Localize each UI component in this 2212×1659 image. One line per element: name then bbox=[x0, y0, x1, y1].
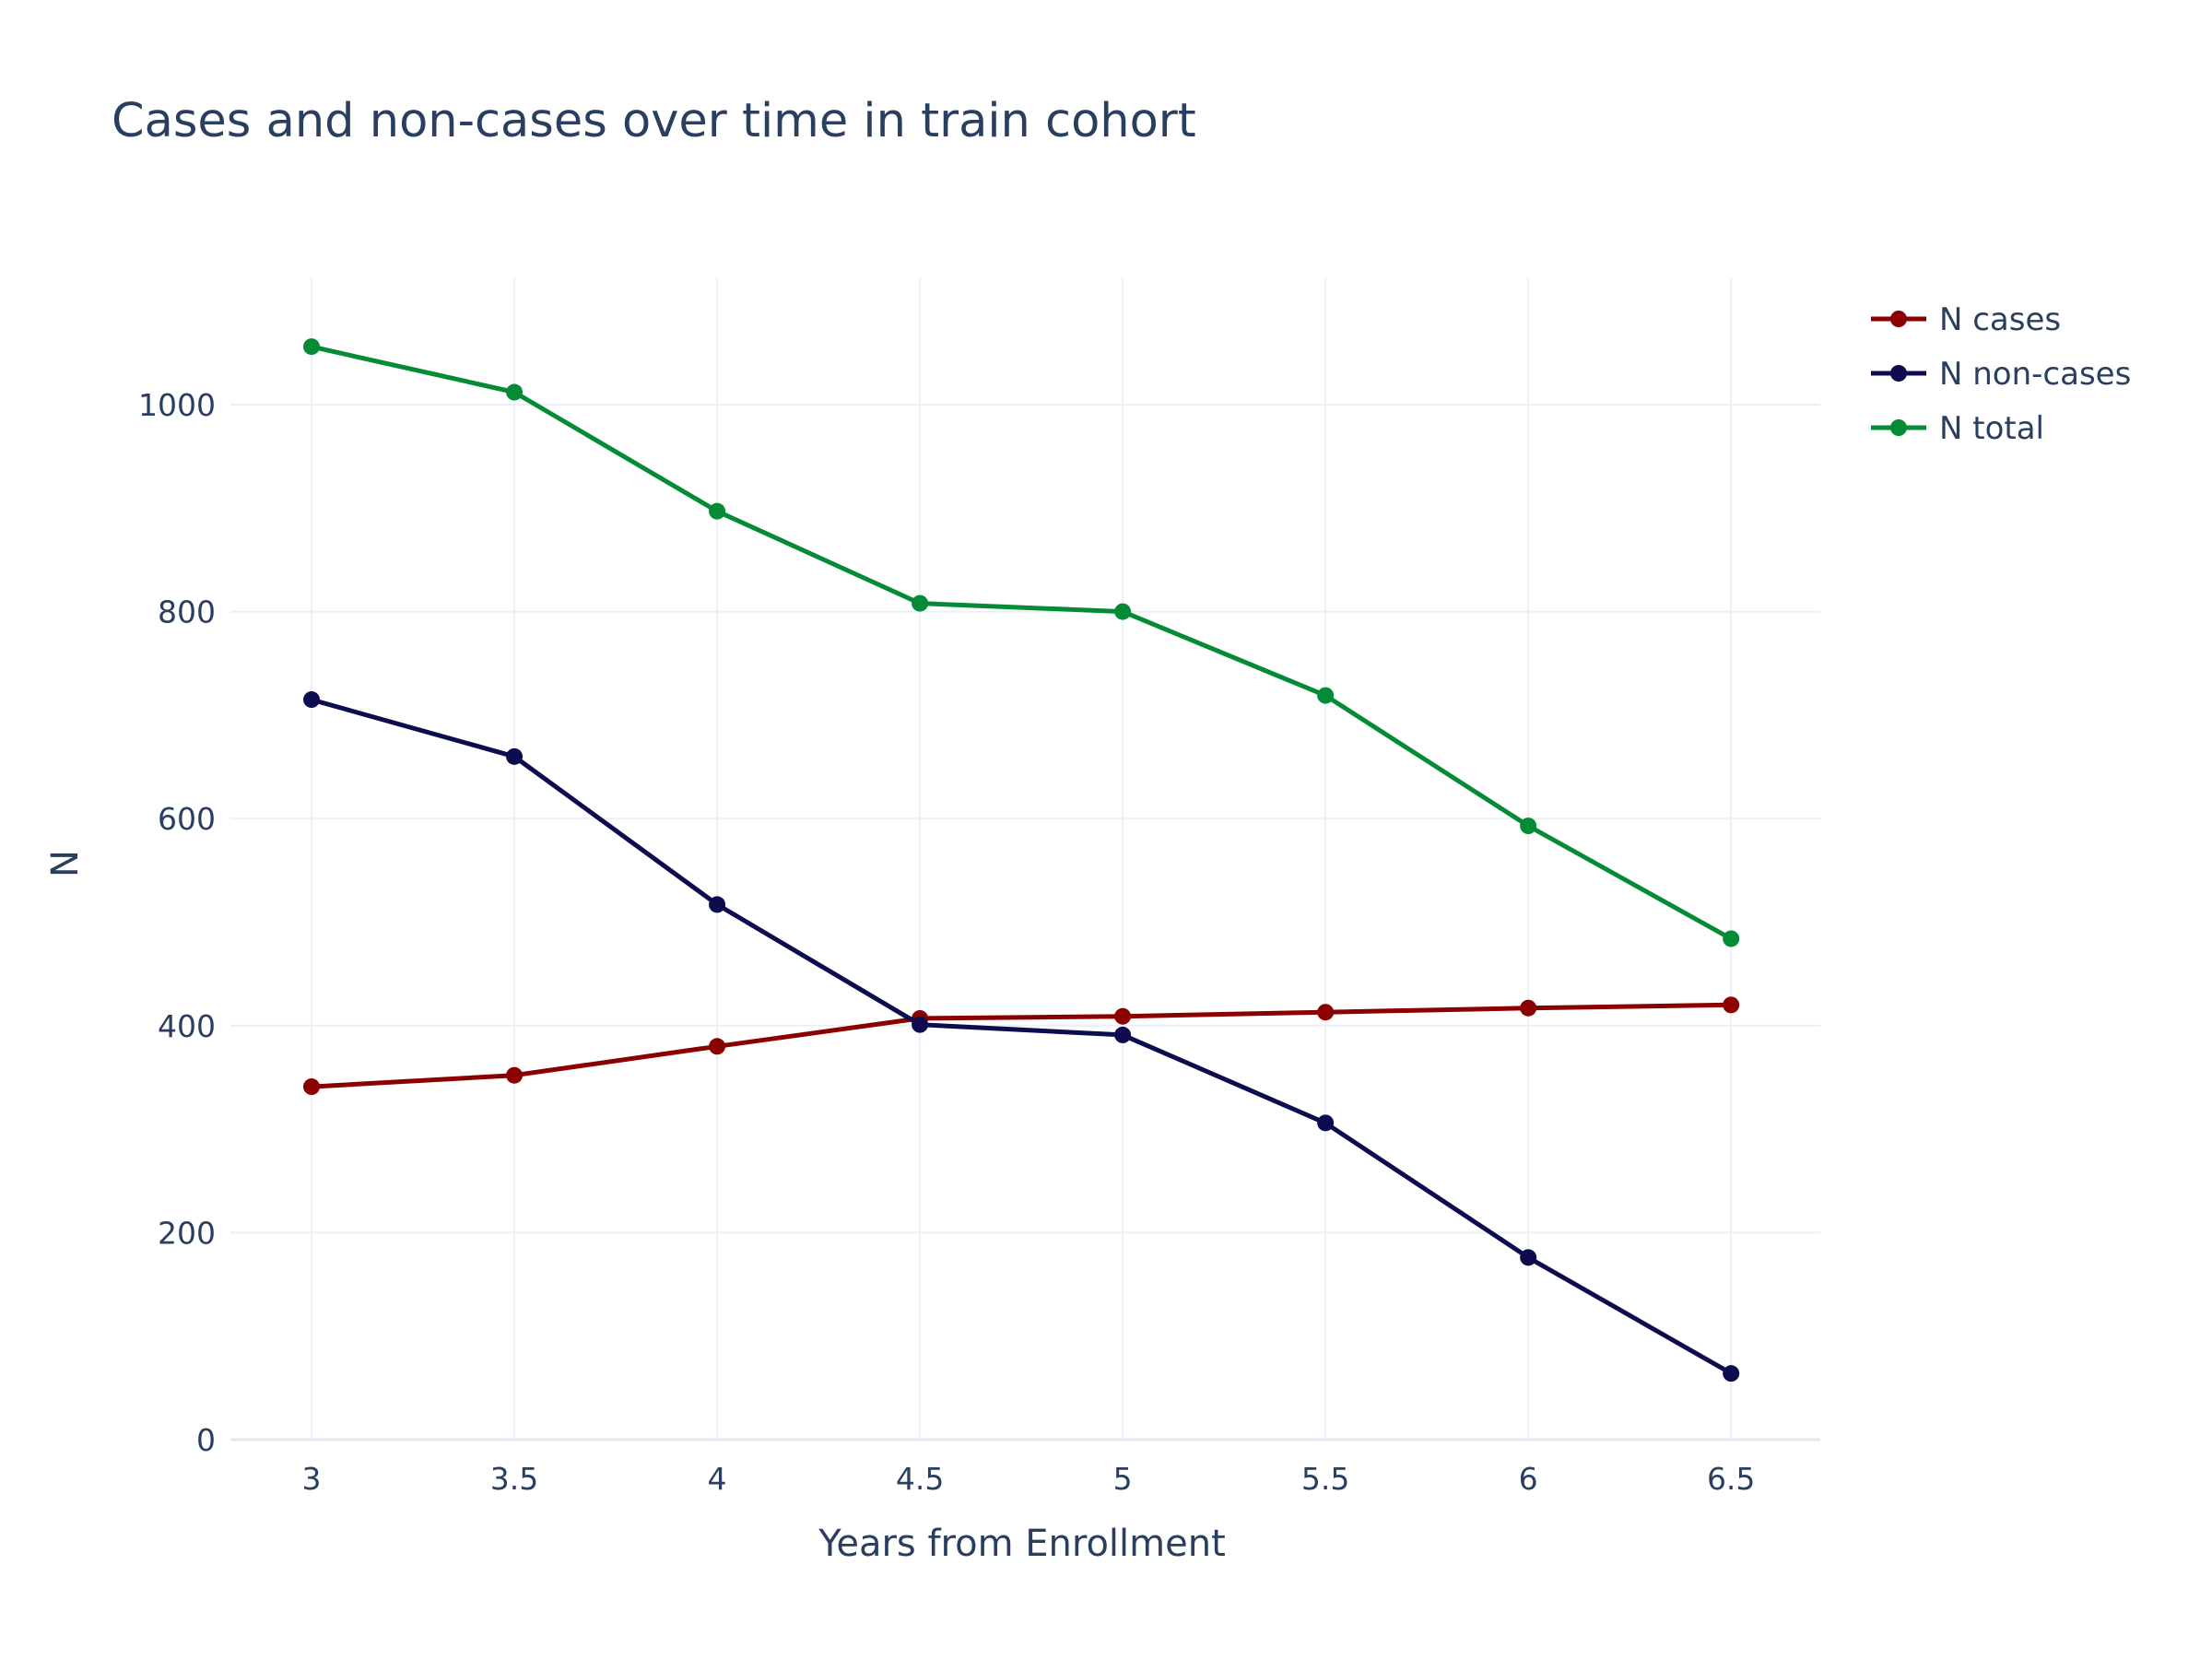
legend-item-n-cases[interactable]: N cases bbox=[1871, 301, 2061, 338]
data-point-n-total[interactable] bbox=[1114, 603, 1132, 620]
data-point-n-total[interactable] bbox=[1520, 818, 1537, 835]
y-tick-label: 0 bbox=[196, 1422, 216, 1458]
y-tick-label: 200 bbox=[158, 1215, 216, 1251]
x-tick-label: 6.5 bbox=[1707, 1461, 1755, 1497]
data-point-n-total[interactable] bbox=[1723, 930, 1740, 947]
data-point-n-total[interactable] bbox=[1317, 687, 1335, 704]
legend[interactable]: N cases N non-cases N total bbox=[1871, 301, 2131, 447]
data-point-n-non-cases[interactable] bbox=[1114, 1026, 1132, 1043]
legend-swatch-marker bbox=[1890, 311, 1907, 327]
data-point-n-non-cases[interactable] bbox=[1317, 1114, 1335, 1132]
x-tick-label: 4 bbox=[708, 1461, 727, 1497]
series-line-n-non-cases bbox=[309, 697, 1734, 1376]
x-tick-label: 6 bbox=[1519, 1461, 1538, 1497]
data-point-n-non-cases[interactable] bbox=[1520, 1249, 1537, 1266]
legend-swatch-marker bbox=[1890, 365, 1907, 382]
x-tick-label: 3 bbox=[302, 1461, 322, 1497]
series-line-n-cases bbox=[309, 1002, 1734, 1089]
data-point-n-total[interactable] bbox=[303, 338, 321, 356]
data-point-n-cases[interactable] bbox=[303, 1078, 321, 1096]
series-line-n-total bbox=[309, 344, 1734, 941]
y-tick-label: 800 bbox=[158, 594, 216, 630]
data-point-n-cases[interactable] bbox=[1317, 1004, 1335, 1021]
x-axis-title: Years from Enrollment bbox=[818, 1523, 1226, 1565]
legend-item-n-non-cases[interactable]: N non-cases bbox=[1871, 356, 2131, 393]
x-tick-label: 3.5 bbox=[490, 1461, 538, 1497]
y-tick-label: 600 bbox=[158, 801, 216, 837]
y-tick-label: 1000 bbox=[138, 387, 216, 423]
data-point-n-total[interactable] bbox=[912, 594, 929, 612]
data-point-n-non-cases[interactable] bbox=[506, 747, 524, 765]
data-point-n-cases[interactable] bbox=[506, 1066, 524, 1084]
data-point-n-cases[interactable] bbox=[1723, 996, 1740, 1014]
data-point-n-total[interactable] bbox=[709, 502, 726, 520]
plot-area bbox=[303, 338, 1740, 1382]
grid bbox=[230, 278, 1820, 1441]
legend-label: N total bbox=[1939, 410, 2044, 447]
data-point-n-cases[interactable] bbox=[1520, 999, 1537, 1017]
legend-label: N cases bbox=[1939, 301, 2061, 338]
data-point-n-non-cases[interactable] bbox=[709, 896, 726, 913]
data-point-n-cases[interactable] bbox=[709, 1038, 726, 1055]
chart-title: Cases and non-cases over time in train c… bbox=[112, 94, 1196, 148]
axes: 3 3.5 4 4.5 5 5.5 6 6.5 0 200 400 600 800 1000 bbox=[138, 387, 1755, 1497]
x-tick-label: 5.5 bbox=[1301, 1461, 1349, 1497]
x-tick-label: 4.5 bbox=[896, 1461, 944, 1497]
legend-label: N non-cases bbox=[1939, 356, 2131, 393]
data-point-n-cases[interactable] bbox=[1114, 1007, 1132, 1025]
data-point-n-non-cases[interactable] bbox=[1723, 1365, 1740, 1382]
data-point-n-non-cases[interactable] bbox=[303, 691, 321, 709]
y-axis-title: N bbox=[44, 850, 87, 877]
y-tick-label: 400 bbox=[158, 1008, 216, 1044]
legend-swatch-marker bbox=[1890, 419, 1907, 436]
data-point-n-total[interactable] bbox=[506, 383, 524, 401]
legend-item-n-total[interactable]: N total bbox=[1871, 410, 2044, 447]
x-tick-label: 5 bbox=[1113, 1461, 1133, 1497]
data-point-n-non-cases[interactable] bbox=[912, 1016, 929, 1033]
